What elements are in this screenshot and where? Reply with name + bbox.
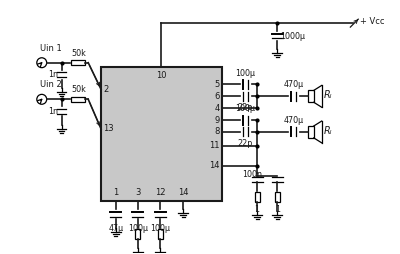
Text: 10: 10 bbox=[156, 71, 167, 80]
Text: 470μ: 470μ bbox=[284, 81, 304, 89]
Text: 100n: 100n bbox=[242, 170, 262, 179]
Text: 14: 14 bbox=[178, 188, 188, 197]
Text: 1: 1 bbox=[113, 188, 118, 197]
Bar bbox=[72, 60, 85, 65]
Text: 6: 6 bbox=[214, 92, 220, 101]
Text: 12: 12 bbox=[155, 188, 166, 197]
Text: 13: 13 bbox=[103, 124, 114, 134]
Bar bbox=[275, 192, 280, 202]
Text: 47μ: 47μ bbox=[108, 224, 124, 233]
Text: 50k: 50k bbox=[71, 85, 86, 94]
Text: 4: 4 bbox=[214, 104, 220, 113]
Bar bbox=[308, 126, 314, 138]
Text: 1n: 1n bbox=[48, 70, 58, 79]
Text: 100μ: 100μ bbox=[128, 224, 148, 233]
Text: 5: 5 bbox=[214, 80, 220, 89]
Text: 470μ: 470μ bbox=[284, 116, 304, 125]
Text: 2: 2 bbox=[103, 85, 108, 94]
Text: 8: 8 bbox=[214, 128, 220, 136]
Bar bbox=[101, 67, 222, 201]
Text: 14: 14 bbox=[209, 161, 220, 170]
Text: Uin 2: Uin 2 bbox=[40, 81, 62, 89]
Bar bbox=[72, 97, 85, 102]
Text: 100μ: 100μ bbox=[236, 104, 256, 113]
Text: + Vcc: + Vcc bbox=[360, 17, 385, 26]
Bar bbox=[255, 192, 260, 202]
Text: 1000μ: 1000μ bbox=[280, 31, 305, 40]
Text: 100μ: 100μ bbox=[150, 224, 170, 233]
Text: 1: 1 bbox=[254, 205, 259, 214]
Text: 22p: 22p bbox=[238, 139, 253, 148]
Text: 3: 3 bbox=[135, 188, 140, 197]
Bar bbox=[158, 229, 163, 239]
Text: Uin 1: Uin 1 bbox=[40, 44, 62, 53]
Bar bbox=[308, 90, 314, 102]
Text: 9: 9 bbox=[214, 116, 220, 124]
Text: Rₗ: Rₗ bbox=[324, 90, 332, 100]
Text: 50k: 50k bbox=[71, 49, 86, 58]
Text: 1: 1 bbox=[276, 205, 281, 214]
Text: 100μ: 100μ bbox=[236, 69, 256, 77]
Text: 11: 11 bbox=[209, 141, 220, 150]
Bar bbox=[135, 229, 140, 239]
Text: 22p: 22p bbox=[238, 103, 253, 112]
Text: Rₗ: Rₗ bbox=[324, 126, 332, 136]
Text: 1n: 1n bbox=[48, 107, 58, 116]
